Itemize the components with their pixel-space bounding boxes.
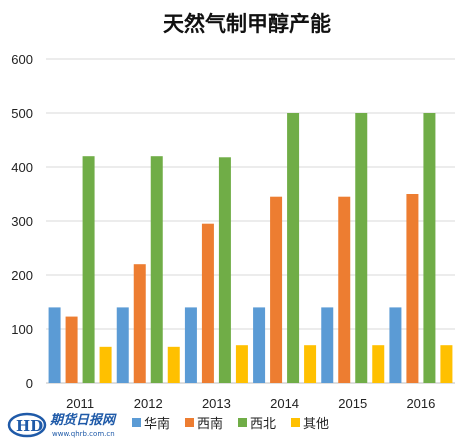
legend-label-西南: 西南 <box>197 416 223 432</box>
legend-swatch-西南 <box>185 418 194 427</box>
x-tick-label-2011: 2011 <box>66 396 94 411</box>
y-tick-label-600: 600 <box>11 52 33 67</box>
legend-swatch-西北 <box>238 418 247 427</box>
x-tick-label-2012: 2012 <box>134 396 163 411</box>
watermark-logo: HD 期货日报网 www.qhrb.com.cn <box>7 412 117 438</box>
x-tick-label-2014: 2014 <box>270 396 299 411</box>
bar-其他-2012 <box>167 346 180 383</box>
y-tick-label-100: 100 <box>11 322 33 337</box>
bar-其他-2013 <box>235 345 248 383</box>
legend-swatch-华南 <box>132 418 141 427</box>
chart-title: 天然气制甲醇产能 <box>163 11 331 36</box>
bar-华南-2014 <box>253 307 266 383</box>
watermark-url: www.qhrb.com.cn <box>52 430 115 438</box>
bar-西南-2011 <box>65 316 78 383</box>
y-tick-label-400: 400 <box>11 160 33 175</box>
bar-西北-2016 <box>423 113 436 383</box>
bar-西北-2013 <box>218 157 231 383</box>
bars <box>48 113 453 383</box>
bar-华南-2016 <box>389 307 402 383</box>
y-tick-label-0: 0 <box>26 376 33 391</box>
bar-其他-2016 <box>440 345 453 383</box>
gridlines <box>46 58 455 384</box>
logo-mark-icon: HD <box>16 417 43 435</box>
bar-西南-2013 <box>201 223 214 383</box>
bar-西南-2012 <box>133 264 146 383</box>
x-tick-label-2016: 2016 <box>406 396 435 411</box>
bar-其他-2011 <box>99 346 112 383</box>
x-tick-label-2013: 2013 <box>202 396 231 411</box>
x-axis: 2011 2012 2013 2014 2015 2016 <box>66 396 435 411</box>
bar-华南-2011 <box>48 307 61 383</box>
bar-西北-2015 <box>355 113 368 383</box>
y-tick-label-300: 300 <box>11 214 33 229</box>
legend-swatch-其他 <box>291 418 300 427</box>
bar-其他-2014 <box>304 345 317 383</box>
bar-西南-2015 <box>338 196 351 383</box>
bar-西南-2016 <box>406 194 419 383</box>
watermark-text: 期货日报网 <box>49 412 117 428</box>
bar-华南-2013 <box>184 307 197 383</box>
y-tick-label-200: 200 <box>11 268 33 283</box>
legend-label-其他: 其他 <box>303 417 329 432</box>
bar-西北-2014 <box>287 113 300 383</box>
y-tick-label-500: 500 <box>11 106 33 121</box>
y-axis: 0 100 200 300 400 500 600 <box>11 52 33 391</box>
bar-华南-2012 <box>116 307 129 383</box>
bar-西北-2012 <box>150 156 163 383</box>
legend-label-西北: 西北 <box>250 417 276 432</box>
x-tick-label-2015: 2015 <box>338 396 367 411</box>
legend: 华南 西南 西北 其他 <box>132 416 329 432</box>
bar-西南-2014 <box>270 196 283 383</box>
logo-ring-icon <box>7 412 47 438</box>
bar-其他-2015 <box>372 345 385 383</box>
bar-华南-2015 <box>321 307 334 383</box>
legend-label-华南: 华南 <box>144 416 170 432</box>
bar-西北-2011 <box>82 156 95 383</box>
